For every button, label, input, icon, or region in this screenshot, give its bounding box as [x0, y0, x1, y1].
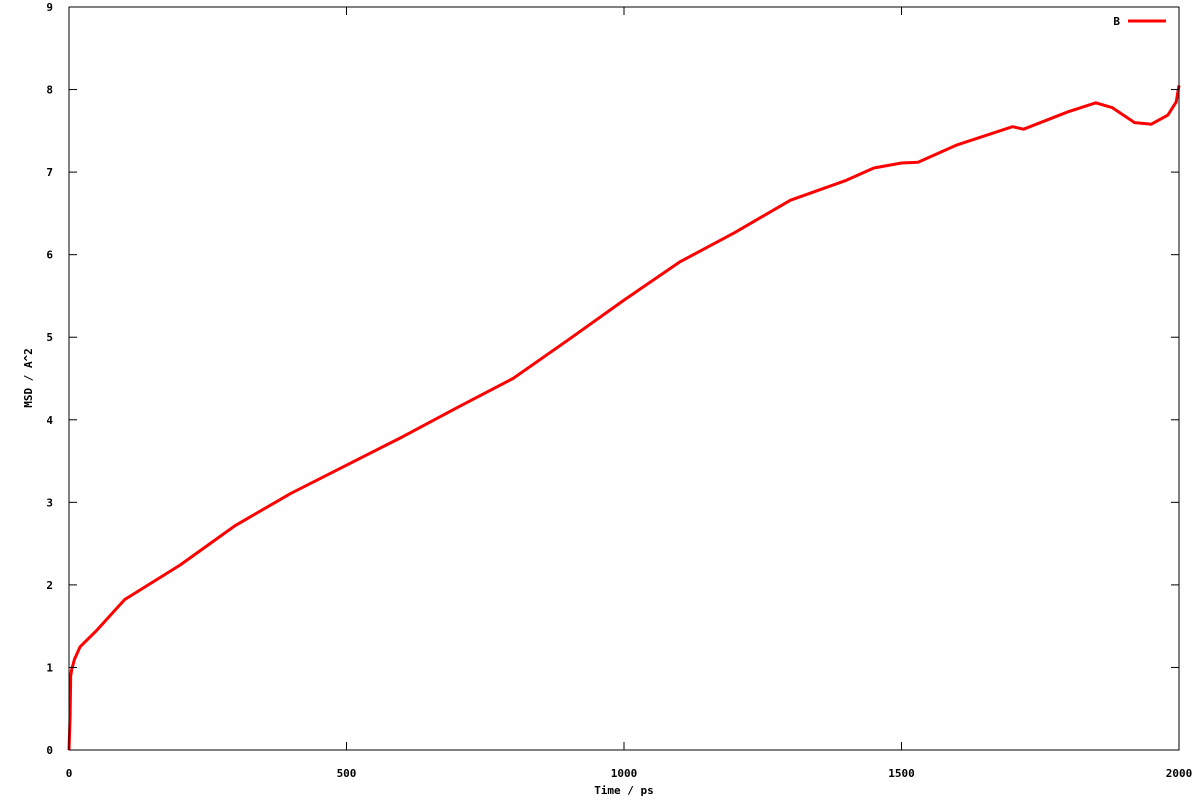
legend-label: B	[1113, 15, 1120, 28]
x-tick-label: 500	[337, 767, 357, 780]
x-tick-label: 1500	[888, 767, 915, 780]
y-tick-label: 9	[46, 1, 53, 14]
y-tick-label: 3	[46, 496, 53, 509]
plot-frame	[68, 6, 1180, 751]
x-axis-label: Time / ps	[594, 784, 654, 797]
x-tick-label: 0	[66, 767, 73, 780]
x-tick-label: 1000	[611, 767, 638, 780]
y-tick-label: 0	[46, 744, 53, 757]
y-tick-label: 4	[46, 414, 53, 427]
x-tick-label: 2000	[1166, 767, 1193, 780]
y-tick-label: 1	[46, 661, 53, 674]
legend: B	[1113, 15, 1166, 28]
y-axis-label: MSD / A^2	[22, 348, 35, 408]
y-tick-label: 7	[46, 166, 53, 179]
y-tick-label: 6	[46, 249, 53, 262]
y-tick-label: 8	[46, 84, 53, 97]
y-tick-label: 2	[46, 579, 53, 592]
y-tick-label: 5	[46, 331, 53, 344]
series-line-B	[67, 85, 1181, 751]
